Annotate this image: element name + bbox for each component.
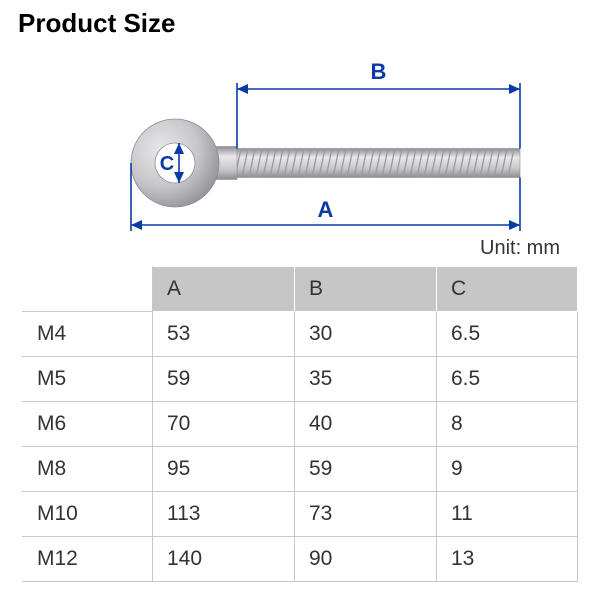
table-cell: 73: [295, 492, 437, 537]
table-cell: 8: [437, 402, 578, 447]
table-cell: 90: [295, 537, 437, 582]
table-cell: M6: [23, 402, 153, 447]
svg-text:B: B: [371, 59, 387, 84]
table-cell: 140: [153, 537, 295, 582]
table-row: M121409013: [23, 537, 578, 582]
table-cell: 59: [153, 357, 295, 402]
table-head: ABC: [23, 267, 578, 312]
table-cell: M4: [23, 312, 153, 357]
product-diagram: B A C: [0, 43, 600, 233]
page-title: Product Size: [0, 0, 600, 43]
table-row: M670408: [23, 402, 578, 447]
table-cell: 6.5: [437, 312, 578, 357]
table-cell: M5: [23, 357, 153, 402]
table-cell: 35: [295, 357, 437, 402]
svg-text:C: C: [160, 153, 174, 175]
table-cell: M8: [23, 447, 153, 492]
size-table: ABC M453306.5M559356.5M670408M895599M101…: [22, 266, 578, 582]
table-cell: 113: [153, 492, 295, 537]
col-blank: [23, 267, 153, 312]
table-body: M453306.5M559356.5M670408M895599M1011373…: [23, 312, 578, 582]
table-cell: M12: [23, 537, 153, 582]
table-cell: 40: [295, 402, 437, 447]
table-cell: 30: [295, 312, 437, 357]
table-row: M101137311: [23, 492, 578, 537]
table-cell: 59: [295, 447, 437, 492]
col-C: C: [437, 267, 578, 312]
table-row: M895599: [23, 447, 578, 492]
table-cell: M10: [23, 492, 153, 537]
table-row: M453306.5: [23, 312, 578, 357]
table-cell: 95: [153, 447, 295, 492]
col-A: A: [153, 267, 295, 312]
table-cell: 13: [437, 537, 578, 582]
table-cell: 11: [437, 492, 578, 537]
table-cell: 70: [153, 402, 295, 447]
table-cell: 6.5: [437, 357, 578, 402]
col-B: B: [295, 267, 437, 312]
table-cell: 9: [437, 447, 578, 492]
unit-label: Unit: mm: [0, 233, 600, 266]
svg-text:A: A: [318, 197, 334, 222]
table-cell: 53: [153, 312, 295, 357]
table-row: M559356.5: [23, 357, 578, 402]
